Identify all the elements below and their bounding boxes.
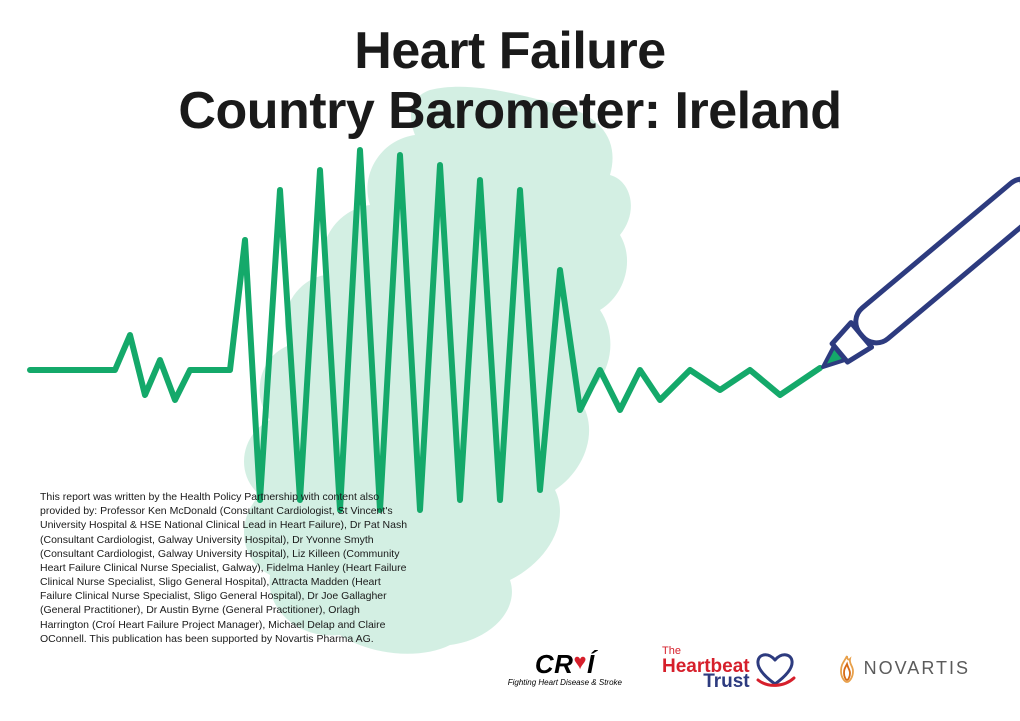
report-cover-page: Heart Failure Country Barometer: Ireland… [0,0,1020,721]
hbt-trust: Trust [703,672,749,691]
title-line-2: Country Barometer: Ireland [178,82,841,140]
report-title: Heart Failure Country Barometer: Ireland [0,22,1020,142]
heart-icon: ♥ [573,651,587,673]
flame-icon [836,654,858,684]
marker-pen [810,167,1020,383]
novartis-logo: NOVARTIS [836,654,970,684]
title-line-1: Heart Failure [354,22,665,80]
croi-text-post: Í [587,651,595,677]
credits-paragraph: This report was written by the Health Po… [40,490,410,646]
heart-swoosh-icon [754,650,796,688]
heartbeat-trust-logo: The Heartbeat Trust [662,646,796,691]
croi-tagline: Fighting Heart Disease & Stroke [508,679,622,687]
croi-text-pre: CR [535,651,574,677]
novartis-name: NOVARTIS [864,658,970,679]
croi-logo: CR ♥ Í Fighting Heart Disease & Stroke [508,651,622,687]
logos-row: CR ♥ Í Fighting Heart Disease & Stroke T… [508,646,970,691]
